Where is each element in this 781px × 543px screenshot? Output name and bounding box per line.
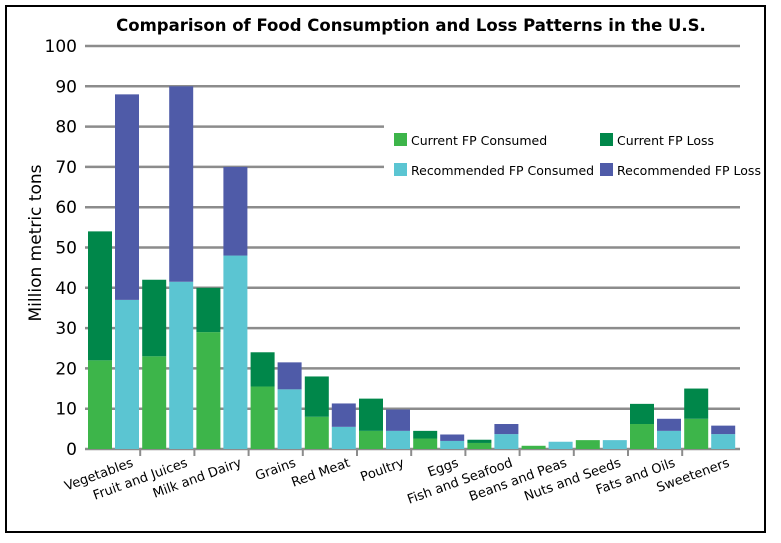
bar-recommended-fp-loss: [386, 409, 410, 431]
bar-current-fp-loss: [467, 439, 492, 443]
bar-current-fp-loss: [196, 287, 221, 333]
legend: [384, 124, 750, 186]
bar-recommended-fp-loss: [169, 86, 194, 282]
bar-current-fp-loss: [684, 388, 709, 419]
legend-swatch: [600, 163, 613, 176]
legend-label: Recommended FP Consumed: [411, 163, 594, 178]
bar-recommended-fp-loss: [115, 94, 139, 300]
bar-recommended-fp-consumed: [169, 281, 194, 449]
bar-current-fp-consumed: [575, 440, 600, 449]
bar-recommended-fp-consumed: [711, 434, 736, 449]
bar-recommended-fp-consumed: [223, 255, 248, 449]
bar-recommended-fp-loss: [277, 362, 302, 390]
bar-recommended-fp-consumed: [494, 434, 519, 449]
y-tick-label: 0: [66, 440, 77, 460]
bar-current-fp-loss: [359, 398, 383, 431]
bar-current-fp-loss: [630, 403, 654, 425]
legend-swatch: [394, 163, 407, 176]
y-tick-label: 60: [55, 198, 77, 218]
legend-swatch: [394, 133, 407, 146]
chart-title: Comparison of Food Consumption and Loss …: [116, 16, 706, 35]
y-tick-label: 80: [55, 118, 77, 138]
bar-current-fp-loss: [88, 231, 112, 361]
y-axis-label: Million metric tons: [26, 164, 46, 321]
y-tick-label: 30: [55, 319, 77, 339]
y-tick-label: 100: [45, 37, 77, 57]
bar-recommended-fp-consumed: [657, 430, 681, 449]
bar-current-fp-consumed: [521, 445, 546, 449]
bar-current-fp-consumed: [142, 356, 167, 449]
bar-current-fp-consumed: [88, 360, 112, 449]
y-tick-label: 90: [55, 77, 77, 97]
bar-recommended-fp-consumed: [440, 440, 465, 449]
bar-recommended-fp-consumed: [386, 430, 410, 449]
bar-recommended-fp-consumed: [115, 299, 139, 449]
y-tick-label: 10: [55, 400, 77, 420]
bar-recommended-fp-loss: [440, 434, 465, 441]
legend-label: Recommended FP Loss: [617, 163, 761, 178]
bar-current-fp-consumed: [413, 438, 438, 449]
bar-recommended-fp-loss: [331, 403, 356, 427]
bar-recommended-fp-consumed: [602, 440, 627, 449]
bar-recommended-fp-loss: [711, 425, 736, 435]
bar-current-fp-consumed: [630, 424, 654, 449]
bar-current-fp-loss: [142, 279, 167, 357]
bar-current-fp-loss: [413, 430, 438, 439]
legend-label: Current FP Consumed: [411, 133, 547, 148]
y-tick-label: 20: [55, 359, 77, 379]
y-tick-label: 50: [55, 239, 77, 259]
bar-recommended-fp-consumed: [548, 441, 573, 449]
bar-current-fp-consumed: [684, 418, 709, 449]
legend-swatch: [600, 133, 613, 146]
bar-current-fp-consumed: [467, 442, 492, 449]
bar-current-fp-consumed: [359, 430, 383, 449]
bar-recommended-fp-loss: [657, 418, 681, 431]
y-tick-label: 40: [55, 279, 77, 299]
bar-current-fp-loss: [304, 376, 329, 417]
bar-current-fp-consumed: [250, 386, 275, 449]
bar-current-fp-consumed: [196, 332, 221, 449]
bar-recommended-fp-consumed: [277, 389, 302, 449]
legend-label: Current FP Loss: [617, 133, 714, 148]
bar-recommended-fp-loss: [494, 424, 519, 435]
bar-current-fp-loss: [250, 352, 275, 387]
bar-recommended-fp-loss: [223, 166, 248, 256]
bar-current-fp-consumed: [304, 416, 329, 449]
y-tick-label: 70: [55, 158, 77, 178]
bar-recommended-fp-consumed: [331, 426, 356, 449]
